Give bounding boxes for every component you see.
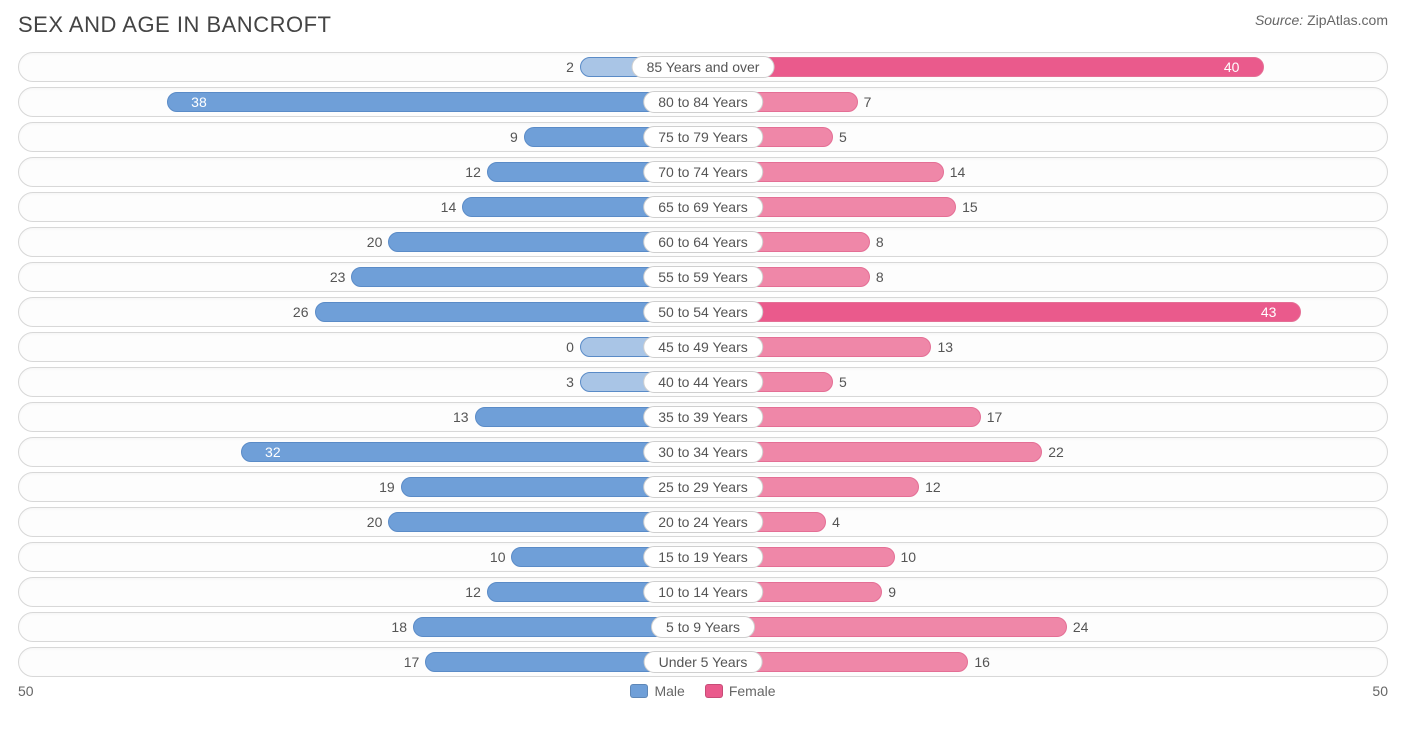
male-value: 32 [257,444,281,460]
female-value: 4 [832,514,840,530]
female-value: 10 [901,549,917,565]
female-value: 16 [974,654,990,670]
male-value: 38 [183,94,207,110]
chart-row: 65 to 69 Years 14 15 [18,192,1388,222]
age-group-label: 50 to 54 Years [643,301,763,323]
legend-swatch-male [630,684,648,698]
female-value: 8 [876,269,884,285]
male-value: 9 [510,129,518,145]
axis-left-max: 50 [18,683,34,699]
male-value: 12 [465,584,481,600]
chart-legend: Male Female [630,683,775,699]
male-value: 20 [367,514,383,530]
female-value: 43 [1261,304,1285,320]
male-bar [241,442,703,462]
female-value: 40 [1224,59,1248,75]
age-group-label: 35 to 39 Years [643,406,763,428]
age-group-label: 45 to 49 Years [643,336,763,358]
legend-label-male: Male [654,683,684,699]
male-value: 23 [330,269,346,285]
chart-row: 40 to 44 Years 3 5 [18,367,1388,397]
chart-row: 60 to 64 Years 20 8 [18,227,1388,257]
age-group-label: 30 to 34 Years [643,441,763,463]
chart-source: Source: ZipAtlas.com [1255,12,1388,28]
chart-row: 10 to 14 Years 12 9 [18,577,1388,607]
chart-title: SEX AND AGE IN BANCROFT [18,12,331,38]
female-value: 15 [962,199,978,215]
age-group-label: 85 Years and over [632,56,775,78]
female-bar [703,617,1067,637]
female-value: 22 [1048,444,1064,460]
chart-row: 30 to 34 Years 32 22 [18,437,1388,467]
source-value: ZipAtlas.com [1307,12,1388,28]
female-bar [703,57,1264,77]
chart-row: 55 to 59 Years 23 8 [18,262,1388,292]
chart-row: 85 Years and over 2 40 [18,52,1388,82]
chart-row: 45 to 49 Years 0 13 [18,332,1388,362]
age-group-label: 20 to 24 Years [643,511,763,533]
male-value: 13 [453,409,469,425]
male-value: 17 [404,654,420,670]
chart-row: 50 to 54 Years 26 43 [18,297,1388,327]
population-pyramid-chart: 85 Years and over24080 to 84 Years38775 … [18,52,1388,677]
age-group-label: 10 to 14 Years [643,581,763,603]
female-value: 5 [839,129,847,145]
legend-item-female: Female [705,683,776,699]
male-value: 19 [379,479,395,495]
female-value: 7 [864,94,872,110]
chart-row: 25 to 29 Years 19 12 [18,472,1388,502]
chart-row: Under 5 Years 17 16 [18,647,1388,677]
female-value: 5 [839,374,847,390]
legend-item-male: Male [630,683,684,699]
female-value: 17 [987,409,1003,425]
male-value: 0 [566,339,574,355]
chart-footer: 50 Male Female 50 [18,683,1388,699]
age-group-label: 55 to 59 Years [643,266,763,288]
age-group-label: 40 to 44 Years [643,371,763,393]
age-group-label: 15 to 19 Years [643,546,763,568]
age-group-label: 70 to 74 Years [643,161,763,183]
chart-row: 80 to 84 Years 38 7 [18,87,1388,117]
age-group-label: 25 to 29 Years [643,476,763,498]
age-group-label: 75 to 79 Years [643,126,763,148]
male-value: 10 [490,549,506,565]
age-group-label: 60 to 64 Years [643,231,763,253]
male-value: 26 [293,304,309,320]
male-value: 3 [566,374,574,390]
legend-swatch-female [705,684,723,698]
female-value: 24 [1073,619,1089,635]
female-bar [703,302,1301,322]
chart-row: 15 to 19 Years 10 10 [18,542,1388,572]
male-value: 14 [441,199,457,215]
female-value: 14 [950,164,966,180]
female-value: 13 [937,339,953,355]
male-bar [167,92,703,112]
legend-label-female: Female [729,683,776,699]
chart-row: 20 to 24 Years 20 4 [18,507,1388,537]
male-value: 12 [465,164,481,180]
age-group-label: Under 5 Years [644,651,763,673]
female-value: 12 [925,479,941,495]
chart-row: 70 to 74 Years 12 14 [18,157,1388,187]
female-value: 9 [888,584,896,600]
chart-header: SEX AND AGE IN BANCROFT Source: ZipAtlas… [18,12,1388,38]
male-value: 20 [367,234,383,250]
chart-row: 5 to 9 Years 18 24 [18,612,1388,642]
male-value: 2 [566,59,574,75]
source-label: Source: [1255,12,1303,28]
chart-row: 75 to 79 Years 9 5 [18,122,1388,152]
age-group-label: 5 to 9 Years [651,616,755,638]
male-value: 18 [391,619,407,635]
age-group-label: 65 to 69 Years [643,196,763,218]
age-group-label: 80 to 84 Years [643,91,763,113]
axis-right-max: 50 [1372,683,1388,699]
chart-row: 35 to 39 Years 13 17 [18,402,1388,432]
female-value: 8 [876,234,884,250]
